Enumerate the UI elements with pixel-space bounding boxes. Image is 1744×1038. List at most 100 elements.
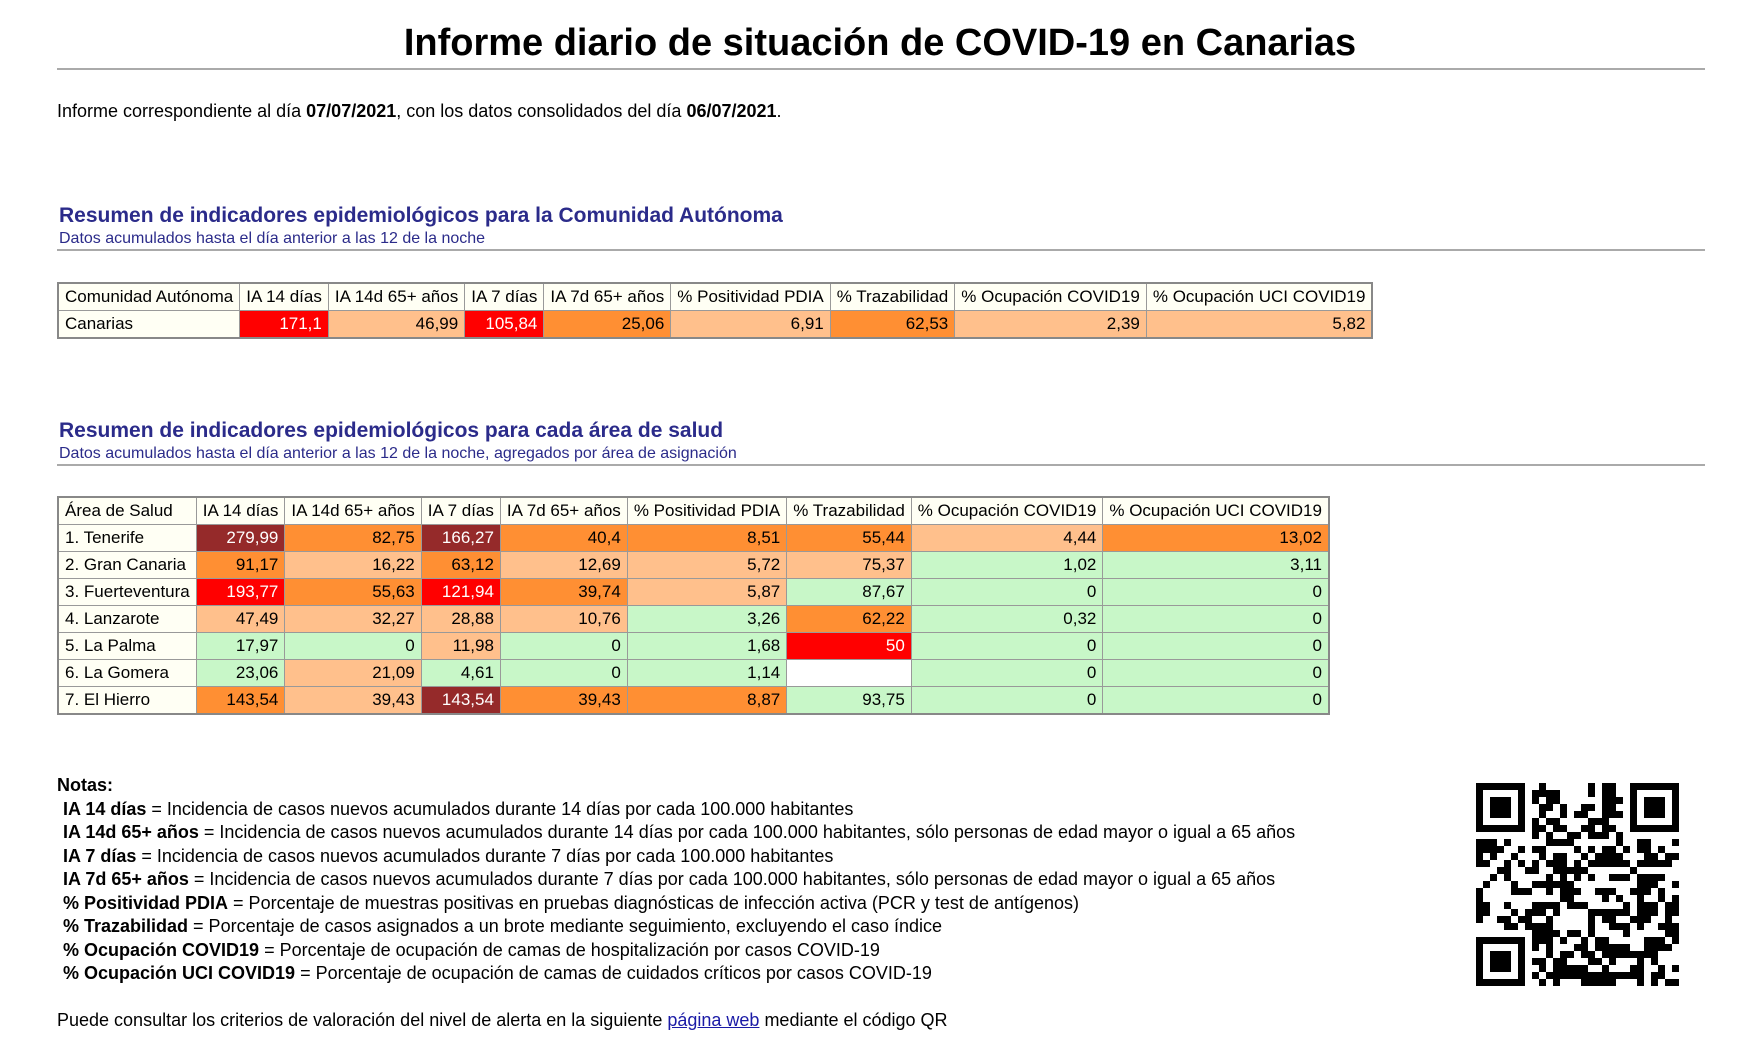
cell: 40,4 (499, 524, 628, 552)
qr-module (1546, 972, 1553, 979)
qr-module (1560, 881, 1567, 888)
qr-module (1609, 944, 1616, 951)
qr-module (1532, 923, 1539, 930)
qr-module (1672, 902, 1679, 909)
qr-module (1588, 979, 1595, 986)
qr-module (1553, 853, 1560, 860)
qr-module (1574, 888, 1581, 895)
cell: 87,67 (786, 578, 912, 606)
qr-module (1483, 902, 1490, 909)
cell: 5,72 (626, 551, 788, 579)
qr-module (1588, 874, 1595, 881)
qr-module (1609, 825, 1616, 832)
qr-module (1518, 888, 1525, 895)
qr-module (1504, 902, 1511, 909)
qr-module (1602, 937, 1609, 944)
column-header: % Trazabilidad (829, 282, 956, 311)
qr-module (1504, 923, 1511, 930)
qr-module (1532, 825, 1539, 832)
qr-module (1525, 923, 1532, 930)
qr-module (1616, 909, 1623, 916)
cell: 8,87 (626, 686, 788, 715)
qr-module (1623, 846, 1630, 853)
qr-module (1588, 860, 1595, 867)
qr-module (1553, 825, 1560, 832)
column-header: IA 7d 65+ años (499, 496, 628, 525)
qr-module (1539, 937, 1546, 944)
qr-module (1525, 888, 1532, 895)
cell: 0 (1102, 605, 1330, 633)
cell: 121,94 (420, 578, 501, 606)
rule (57, 249, 1705, 251)
qr-module (1623, 944, 1630, 951)
qr-module (1532, 797, 1539, 804)
qr-module (1644, 853, 1651, 860)
qr-module (1581, 804, 1588, 811)
qr-module (1602, 825, 1609, 832)
column-header: % Positividad PDIA (670, 282, 831, 311)
row-label: 6. La Gomera (57, 659, 197, 687)
note-definition: = Porcentaje de casos asignados a un bro… (188, 916, 943, 936)
qr-module (1609, 846, 1616, 853)
qr-module (1504, 874, 1511, 881)
cell: 143,54 (420, 686, 501, 715)
qr-module (1560, 937, 1567, 944)
qr-module (1588, 923, 1595, 930)
note-term: % Positividad PDIA (63, 892, 229, 913)
qr-module (1637, 916, 1644, 923)
qr-module (1504, 839, 1511, 846)
cell: 0 (1102, 578, 1330, 606)
row-label: 5. La Palma (57, 632, 197, 660)
column-header: IA 14d 65+ años (284, 496, 422, 525)
cell: 0 (284, 632, 422, 660)
intro-text: Informe correspondiente al día (57, 101, 307, 121)
qr-module (1518, 916, 1525, 923)
qr-module (1581, 944, 1588, 951)
qr-module (1602, 818, 1609, 825)
qr-module (1609, 909, 1616, 916)
qr-module (1490, 797, 1511, 818)
cell: 0,32 (910, 605, 1104, 633)
qr-module (1588, 909, 1595, 916)
link[interactable]: página web (667, 1010, 760, 1030)
qr-module (1595, 972, 1602, 979)
qr-module (1588, 804, 1595, 811)
qr-module (1658, 937, 1665, 944)
qr-module (1609, 979, 1616, 986)
cell: 4,61 (420, 659, 501, 687)
qr-module (1504, 867, 1511, 874)
qr-module (1595, 832, 1602, 839)
qr-module (1602, 783, 1609, 790)
note: % Trazabilidad = Porcentaje de casos asi… (57, 915, 1295, 939)
qr-module (1532, 867, 1539, 874)
cell: 0 (910, 632, 1104, 660)
cell: 55,44 (786, 524, 912, 552)
column-header: % Ocupación UCI COVID19 (1145, 282, 1373, 311)
qr-module (1644, 909, 1651, 916)
qr-module (1616, 853, 1623, 860)
qr-module (1525, 867, 1532, 874)
cell: 2,39 (954, 310, 1147, 339)
qr-module (1581, 825, 1588, 832)
note: IA 14 días = Incidencia de casos nuevos … (57, 798, 1295, 822)
qr-module (1609, 797, 1616, 804)
qr-module (1644, 951, 1651, 958)
qr-module (1623, 902, 1630, 909)
qr-module (1588, 832, 1595, 839)
qr-module (1630, 888, 1637, 895)
qr-module (1644, 874, 1651, 881)
qr-module (1567, 965, 1574, 972)
qr-module (1546, 881, 1553, 888)
cell: 63,12 (420, 551, 501, 579)
note-term: IA 7 días (63, 845, 137, 866)
qr-module (1476, 846, 1483, 853)
area-table: Área de Salud IA 14 días IA 14d 65+ años IA… (57, 496, 1330, 715)
note: % Positividad PDIA = Porcentaje de muest… (57, 892, 1295, 916)
qr-module (1539, 825, 1546, 832)
qr-module (1651, 853, 1658, 860)
column-header: % Ocupación COVID19 (910, 496, 1104, 525)
qr-module (1539, 853, 1546, 860)
row-label: Canarias (57, 310, 241, 339)
qr-module (1539, 923, 1546, 930)
cell: 5,87 (626, 578, 788, 606)
